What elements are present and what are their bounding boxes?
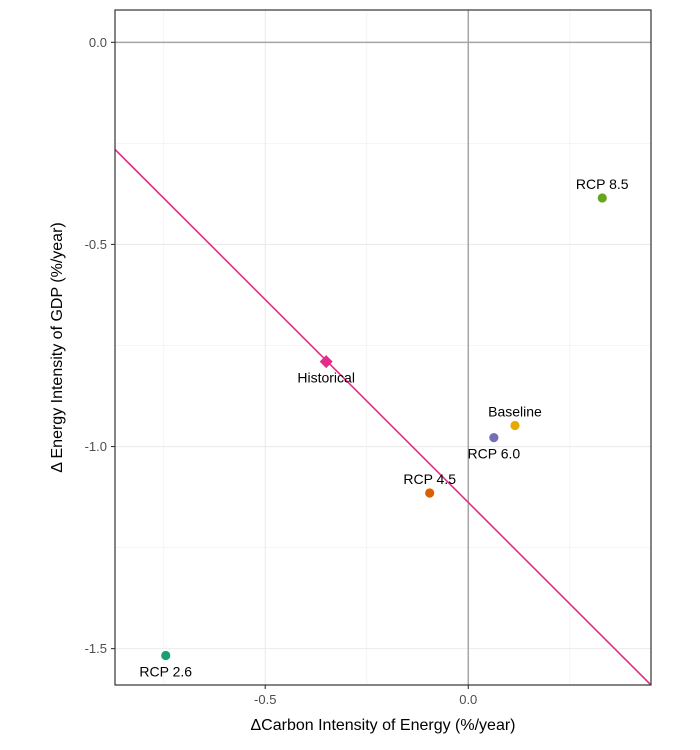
point-label-baseline: Baseline (488, 404, 542, 420)
y-axis-title: Δ Energy Intensity of GDP (%/year) (49, 222, 66, 473)
point-label-historical: Historical (297, 370, 355, 386)
data-points: RCP 8.5 Historical Baseline RCP 6.0 RCP 4.5 R… (139, 176, 628, 680)
x-axis-ticks: -0.5 0.0 (254, 685, 477, 707)
y-tick-label: -1.5 (85, 641, 107, 656)
x-tick-label: 0.0 (459, 692, 477, 707)
major-grid (115, 10, 651, 685)
trend-line (114, 148, 652, 686)
point-label-rcp-2-6: RCP 2.6 (139, 663, 192, 679)
point-marker-rcp-8-5 (597, 193, 607, 203)
point-marker-historical (319, 355, 333, 369)
plot-panel-border (114, 9, 652, 686)
point-label-rcp-4-5: RCP 4.5 (403, 471, 456, 487)
point-marker-baseline (510, 420, 520, 431)
minor-grid (115, 10, 651, 685)
y-tick-label: 0.0 (89, 35, 107, 50)
y-axis-ticks: 0.0 -0.5 -1.0 -1.5 (85, 35, 115, 656)
x-tick-label: -0.5 (254, 692, 276, 707)
y-tick-label: -0.5 (85, 237, 107, 252)
point-label-rcp-8-5: RCP 8.5 (576, 176, 629, 192)
y-tick-label: -1.0 (85, 439, 107, 454)
point-marker-rcp-6-0 (489, 433, 499, 443)
trend-line-group (114, 148, 652, 686)
point-marker-rcp-2-6 (161, 650, 171, 661)
reference-lines (115, 10, 651, 685)
point-label-rcp-6-0: RCP 6.0 (468, 446, 521, 462)
point-marker-rcp-4-5 (425, 488, 435, 498)
x-axis-title: ΔCarbon Intensity of Energy (%/year) (250, 717, 515, 734)
